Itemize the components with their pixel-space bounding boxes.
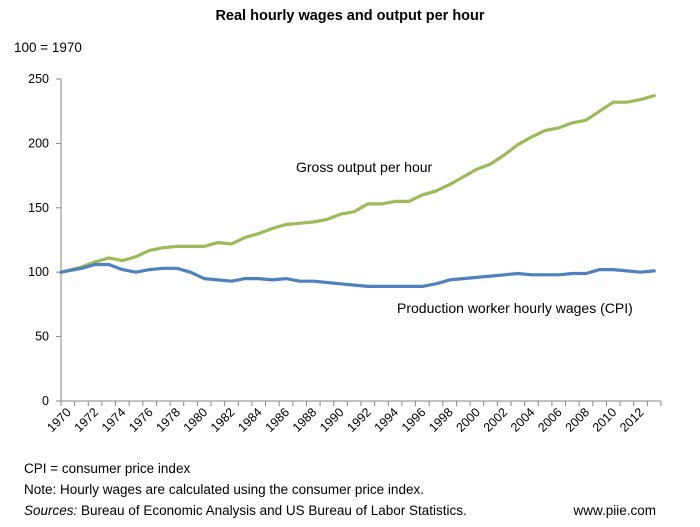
y-tick-label: 250 xyxy=(28,72,49,86)
x-tick-label: 2006 xyxy=(535,405,565,435)
x-tick-label: 1998 xyxy=(426,405,456,435)
website-link[interactable]: www.piie.com xyxy=(573,503,656,518)
x-tick-label: 1992 xyxy=(344,405,374,435)
x-tick-label: 2002 xyxy=(481,405,511,435)
series-line-gross-output xyxy=(59,94,656,274)
chart-title: Real hourly wages and output per hour xyxy=(215,8,485,24)
x-tick-label: 1990 xyxy=(317,405,347,435)
series-line-wages xyxy=(59,262,656,288)
y-tick-label: 200 xyxy=(28,136,49,150)
x-tick-label: 1994 xyxy=(372,405,402,435)
annotation-gross-output: Gross output per hour xyxy=(296,159,433,175)
x-tick-label: 1984 xyxy=(235,405,265,435)
x-axis-ticks: 1970197219741976197819801982198419861988… xyxy=(44,401,662,435)
y-tick-label: 100 xyxy=(28,265,49,279)
sources-text: Bureau of Economic Analysis and US Burea… xyxy=(77,503,467,518)
footer-cpi-note: CPI = consumer price index xyxy=(24,461,191,476)
x-tick-label: 1996 xyxy=(399,405,429,435)
sources-label: Sources: xyxy=(24,503,78,518)
y-axis-ticks: 0 50 100 150 200 250 xyxy=(28,72,61,408)
x-tick-label: 2008 xyxy=(563,405,593,435)
x-tick-label: 2012 xyxy=(617,405,647,435)
x-tick-label: 1976 xyxy=(126,405,156,435)
footer-note: Note: Hourly wages are calculated using … xyxy=(24,482,424,497)
x-tick-label: 2000 xyxy=(453,405,483,435)
x-tick-label: 1980 xyxy=(181,405,211,435)
x-tick-label: 1986 xyxy=(263,405,293,435)
x-tick-label: 1988 xyxy=(290,405,320,435)
x-tick-label: 2004 xyxy=(508,405,538,435)
footer-sources: Sources: Bureau of Economic Analysis and… xyxy=(24,500,467,521)
x-tick-label: 1972 xyxy=(72,405,102,435)
annotation-wages: Production worker hourly wages (CPI) xyxy=(397,300,633,316)
x-tick-label: 2010 xyxy=(590,405,620,435)
chart-axes xyxy=(60,79,661,402)
y-tick-label: 150 xyxy=(28,201,49,215)
x-tick-label: 1978 xyxy=(153,405,183,435)
x-tick-label: 1974 xyxy=(99,405,129,435)
y-tick-label: 50 xyxy=(35,330,49,344)
series-lines xyxy=(59,94,656,288)
y-tick-label: 0 xyxy=(42,394,49,408)
index-base-note: 100 = 1970 xyxy=(14,40,82,55)
x-tick-label: 1982 xyxy=(208,405,238,435)
x-tick-label: 1970 xyxy=(44,405,74,435)
